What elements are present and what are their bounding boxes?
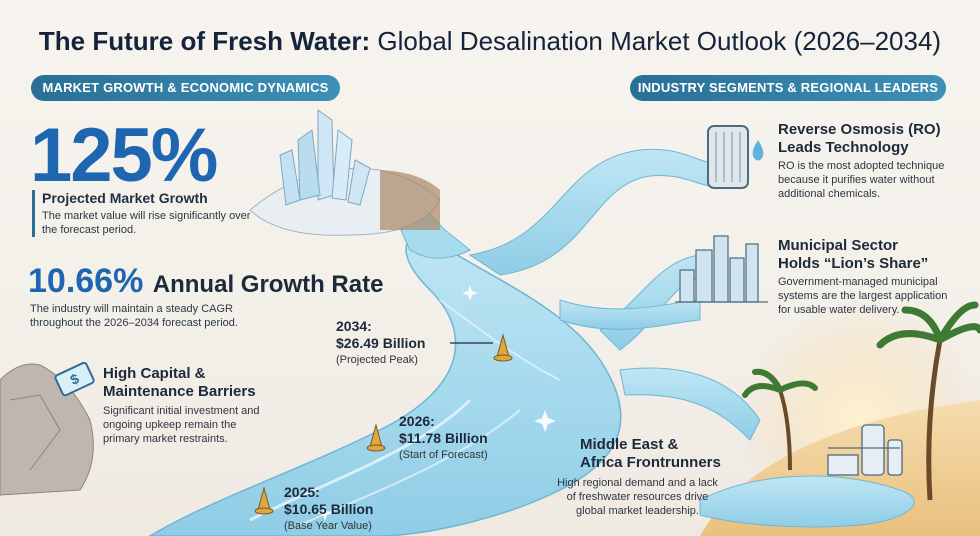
marker-2025-note: (Base Year Value) [284, 520, 372, 532]
marker-2026: 2026: $11.78 Billion (Start of Forecast) [399, 413, 488, 464]
municipal-desc: Government-managed municipal systems are… [778, 276, 948, 316]
salt-crystal-icon [249, 109, 441, 236]
ro-desc: RO is the most adopted technique because… [778, 160, 945, 200]
mea-title-line2: Africa Frontrunners [580, 454, 721, 471]
cagr-value: 10.66% [28, 262, 144, 300]
mea-title-line1: Middle East & [580, 436, 679, 453]
municipal-title: Municipal Sector Holds “Lion’s Share” [778, 237, 968, 273]
marker-2025: 2025: $10.65 Billion (Base Year Value) [284, 484, 373, 535]
barriers-title-line1: High Capital & [103, 365, 206, 382]
mea-title: Middle East & Africa Frontrunners [580, 436, 760, 472]
marker-2026-value: $11.78 Billion [399, 430, 488, 446]
ro-title-line1: Reverse Osmosis (RO) [778, 121, 941, 138]
section-label-left: MARKET GROWTH & ECONOMIC DYNAMICS [31, 75, 340, 101]
marker-2034-year: 2034: [336, 318, 372, 334]
ro-title: Reverse Osmosis (RO) Leads Technology [778, 121, 968, 157]
palm-tree-icon [742, 301, 980, 501]
buoy-icon [254, 333, 513, 515]
cagr-desc: The industry will maintain a steady CAGR… [30, 303, 238, 329]
marker-2034-value: $26.49 Billion [336, 335, 426, 351]
growth-value: 125% [30, 113, 218, 198]
municipal-title-line1: Municipal Sector [778, 237, 899, 254]
title-bold: The Future of Fresh Water: [38, 26, 371, 56]
cagr-label: Annual Growth Rate [152, 271, 384, 298]
page-title: The Future of Fresh Water: Global Desali… [0, 26, 980, 57]
barriers-desc: Significant initial investment and ongoi… [103, 405, 260, 445]
title-rest: Global Desalination Market Outlook (2026… [370, 26, 942, 56]
marker-2026-year: 2026: [399, 413, 435, 429]
growth-label: Projected Market Growth [42, 190, 208, 206]
section-label-right: INDUSTRY SEGMENTS & REGIONAL LEADERS [630, 75, 946, 101]
growth-desc: The market value will rise significantly… [42, 210, 251, 236]
ro-filter-icon [707, 125, 749, 189]
desalination-plant-icon [827, 424, 903, 476]
marker-2034: 2034: $26.49 Billion (Projected Peak) [336, 318, 425, 369]
branch-desert [619, 367, 761, 441]
marker-2026-note: (Start of Forecast) [399, 449, 488, 461]
water-drop-icon [752, 140, 764, 161]
mea-desc: High regional demand and a lack of fresh… [557, 477, 718, 517]
barriers-title-line2: Maintenance Barriers [103, 383, 256, 400]
branch-city2 [559, 299, 701, 330]
sparkles [317, 285, 556, 521]
marker-2025-year: 2025: [284, 484, 320, 500]
growth-block: Projected Market Growth The market value… [32, 190, 252, 237]
ro-title-line2: Leads Technology [778, 139, 909, 156]
marker-2025-value: $10.65 Billion [284, 501, 374, 517]
cagr-heading: 10.66% Annual Growth Rate [28, 262, 383, 301]
marker-2034-note: (Projected Peak) [336, 354, 418, 366]
price-tag-icon: $ [54, 361, 95, 397]
city-skyline-icon [675, 235, 768, 303]
rock-icon [0, 363, 94, 496]
municipal-title-line2: Holds “Lion’s Share” [778, 255, 929, 272]
lagoon [699, 475, 915, 528]
barriers-title: High Capital & Maintenance Barriers [103, 365, 303, 401]
